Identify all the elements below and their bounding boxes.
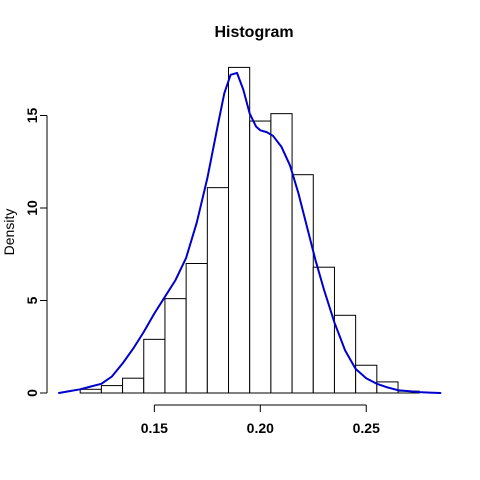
y-tick-label: 15 xyxy=(24,108,40,124)
density-curve xyxy=(58,71,442,394)
histogram-bar xyxy=(206,187,230,394)
histogram-bar xyxy=(122,377,145,394)
x-tick-label: 0.20 xyxy=(247,420,274,436)
chart-title: Histogram xyxy=(214,24,293,41)
y-axis: 0 5 10 15 xyxy=(24,108,48,397)
x-axis: 0.15 0.20 0.25 xyxy=(141,404,380,436)
y-axis-label: Density xyxy=(1,209,17,256)
histogram-bar xyxy=(270,113,293,394)
y-tick-label: 5 xyxy=(24,296,40,304)
histogram-bar xyxy=(249,120,272,394)
histogram-bar xyxy=(164,298,187,394)
y-tick-label: 0 xyxy=(24,389,40,397)
histogram-bar xyxy=(100,385,124,394)
y-tick-label: 10 xyxy=(24,200,40,216)
histogram-bar xyxy=(143,338,166,394)
density-curve-layer xyxy=(58,71,442,394)
histogram-bars xyxy=(79,66,420,394)
x-tick-label: 0.25 xyxy=(353,420,380,436)
histogram-bar xyxy=(333,314,357,394)
histogram-bar xyxy=(79,388,102,394)
histogram-bar xyxy=(185,263,208,394)
histogram-bar xyxy=(228,66,251,394)
x-tick-label: 0.15 xyxy=(141,420,168,436)
